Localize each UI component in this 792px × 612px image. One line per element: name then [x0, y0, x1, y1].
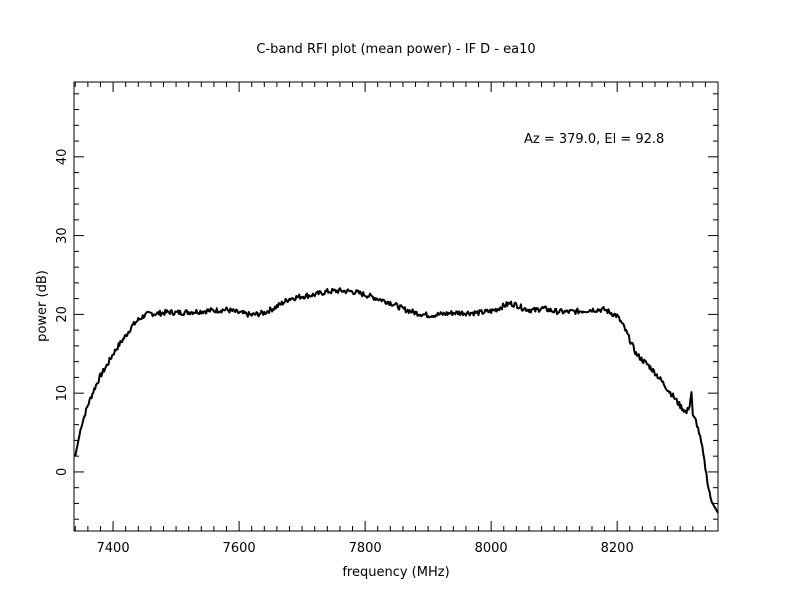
axis-ticks [74, 82, 719, 531]
y-axis-label: power (dB) [35, 270, 50, 342]
y-tick-label: 0 [55, 468, 70, 476]
x-tick-labels: 7400 7600 7800 8000 8200 [97, 541, 634, 556]
y-tick-label: 30 [55, 227, 70, 244]
x-tick-label: 7800 [349, 541, 382, 556]
x-tick-label: 8200 [601, 541, 634, 556]
x-tick-label: 8000 [475, 541, 508, 556]
series-line [74, 287, 719, 514]
x-tick-label: 7600 [223, 541, 256, 556]
plot-frame [73, 81, 719, 532]
y-tick-label: 10 [55, 385, 70, 402]
x-tick-label: 7400 [97, 541, 130, 556]
x-axis-label: frequency (MHz) [342, 565, 449, 580]
chart-title: C-band RFI plot (mean power) - IF D - ea… [256, 42, 535, 57]
y-tick-labels: 0 10 20 30 40 [55, 149, 70, 477]
az-el-annotation: Az = 379.0, El = 92.8 [524, 132, 664, 147]
y-tick-label: 40 [55, 149, 70, 166]
y-tick-label: 20 [55, 306, 70, 323]
